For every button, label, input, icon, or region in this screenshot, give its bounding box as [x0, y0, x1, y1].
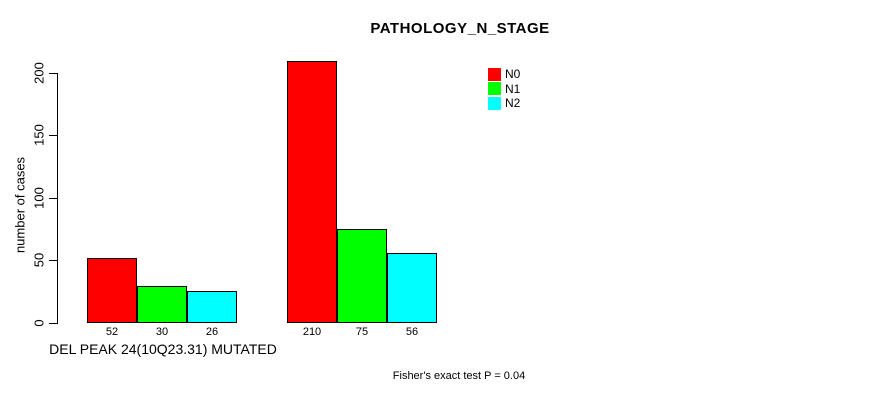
- legend-item-N0: N0: [488, 67, 520, 81]
- bar-value-label: 52: [105, 326, 119, 338]
- bar-N0: [287, 60, 337, 323]
- y-axis-tick: [49, 260, 57, 261]
- legend-label: N0: [505, 67, 521, 81]
- legend-label: N2: [505, 96, 521, 110]
- bar-value-label: 30: [155, 326, 169, 338]
- bar-N1: [137, 285, 187, 323]
- bar-N2: [387, 253, 437, 323]
- y-axis-tick: [49, 197, 57, 199]
- legend-item-N1: N1: [488, 82, 520, 96]
- bar-N1: [337, 229, 387, 323]
- y-axis-tick-label: 50: [31, 252, 47, 268]
- x-group-label: DEL PEAK 24(10Q23.31) MUTATED: [49, 341, 277, 357]
- y-axis-line: [57, 72, 58, 324]
- bar-value-label: 75: [355, 326, 369, 338]
- bar-value-label: 210: [302, 326, 322, 338]
- legend-swatch-N2: [488, 96, 501, 110]
- y-axis-tick: [49, 135, 57, 136]
- y-axis-tick: [49, 72, 57, 74]
- legend-item-N2: N2: [488, 96, 520, 110]
- legend-swatch-N1: [488, 82, 501, 95]
- bar-value-label: 56: [405, 326, 419, 338]
- bar-N0: [87, 258, 137, 323]
- y-axis-tick-label: 200: [31, 61, 47, 84]
- y-axis-tick: [49, 322, 57, 324]
- bar-N2: [187, 290, 237, 323]
- legend-label: N1: [505, 81, 521, 96]
- legend: N0 N1 N2: [488, 67, 520, 111]
- y-axis-tick-label: 150: [31, 124, 47, 146]
- bar-value-label: 26: [205, 326, 219, 338]
- y-axis-tick-label: 100: [31, 186, 47, 209]
- legend-swatch-N0: [488, 67, 501, 81]
- annotation-text: Fisher's exact test P = 0.04: [392, 370, 526, 382]
- y-axis-tick-label: 0: [31, 318, 47, 327]
- chart-title: PATHOLOGY_N_STAGE: [370, 20, 550, 37]
